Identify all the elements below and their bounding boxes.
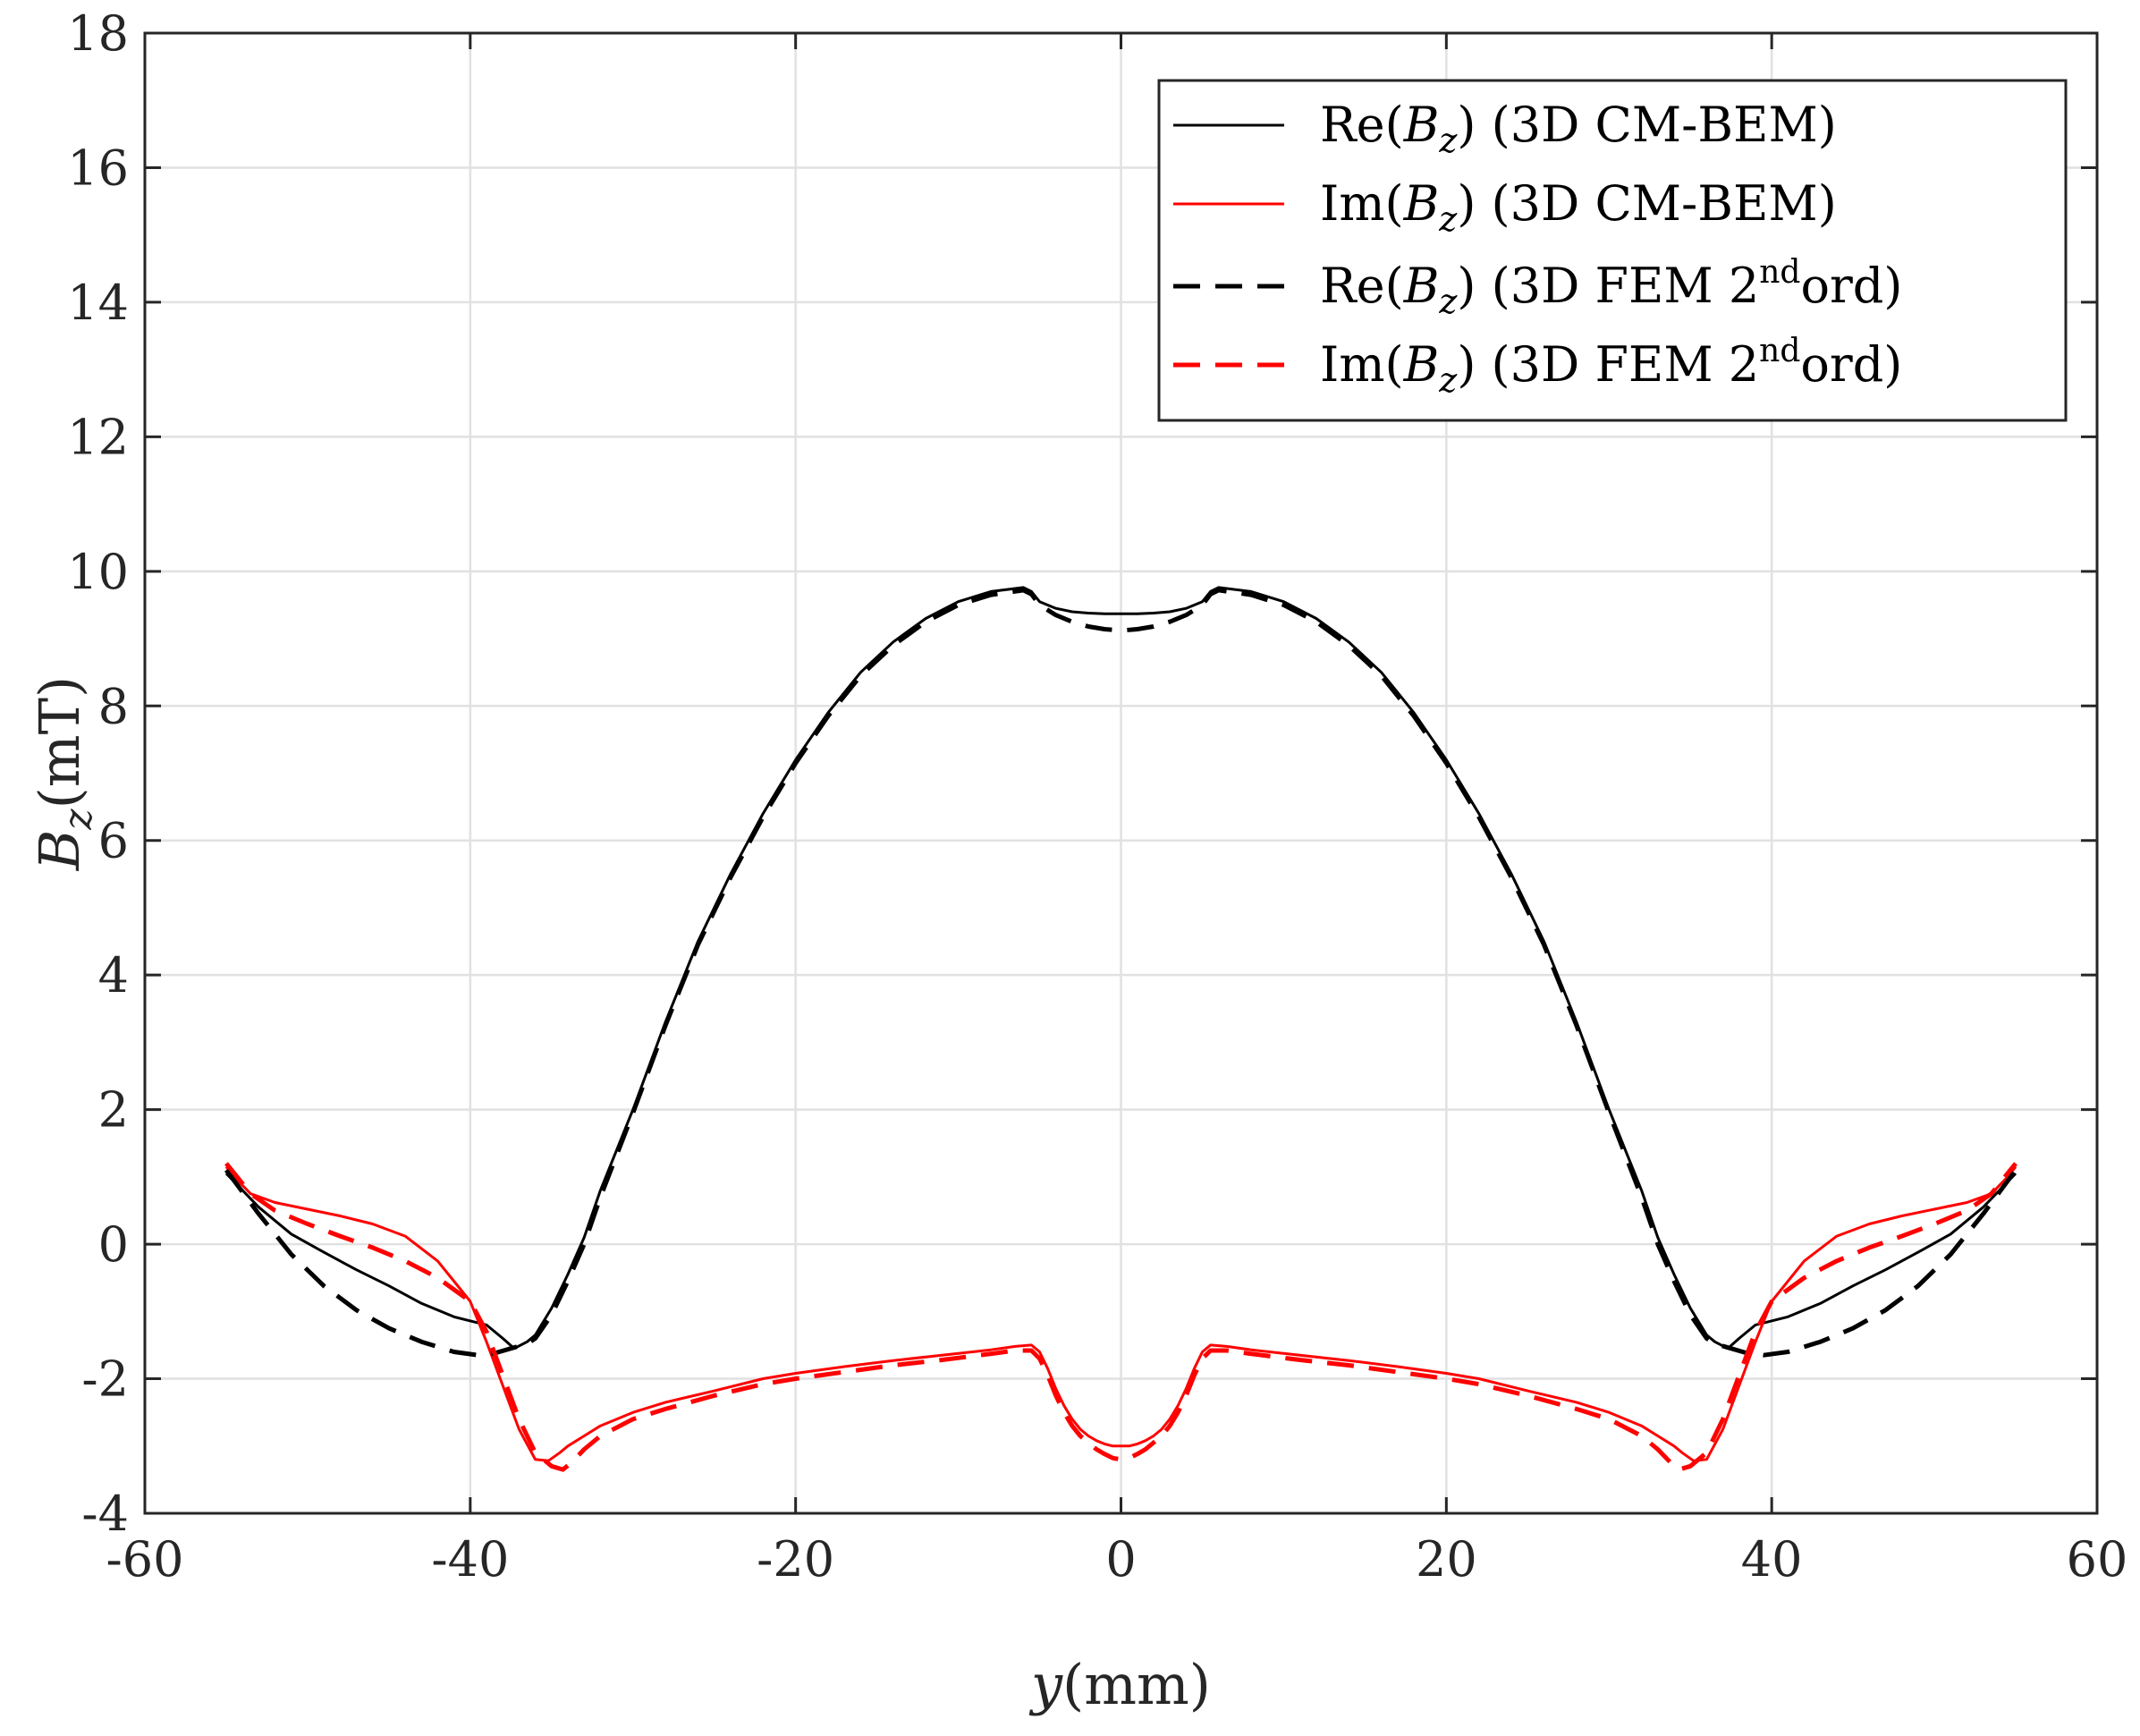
y-tick-label: -2 [81,1351,129,1408]
x-label-italic: y [1028,1652,1063,1717]
y-tick-label: -4 [81,1486,129,1542]
y-tick-label: 6 [98,813,129,869]
y-tick-label: 10 [67,544,129,600]
y-tick-label: 4 [98,947,129,1003]
legend-label-4: Im(Bz) (3D FEM 2ndord) [1320,333,1902,400]
legend: Re(Bz) (3D CM-BEM) Im(Bz) (3D CM-BEM) Re(B… [1157,79,2068,422]
x-tick-label: -40 [431,1531,509,1588]
y-tick-label: 16 [67,140,129,196]
x-tick-label: 60 [2067,1531,2128,1588]
x-axis-label: y(mm) [1028,1652,1211,1717]
y-tick-label: 12 [67,409,129,465]
legend-label-2: Im(Bz) (3D CM-BEM) [1320,175,1837,239]
legend-box [1157,79,2068,422]
y-tick-label: 18 [67,5,129,62]
y-label-subscript: z [55,809,101,831]
y-tick-label: 0 [98,1216,129,1273]
y-label-symbol: B [27,830,92,872]
x-tick-label: -20 [757,1531,834,1588]
x-tick-label: 40 [1741,1531,1803,1588]
y-axis-label: Bz(mT) [27,676,101,871]
series-line-2 [224,1165,2017,1462]
legend-label-1: Re(Bz) (3D CM-BEM) [1320,97,1837,160]
x-tick-label: 20 [1416,1531,1477,1588]
series-group [224,586,2018,1472]
legend-label-3: Re(Bz) (3D FEM 2ndord) [1320,254,1902,321]
series-line-4 [224,1162,2017,1472]
x-tick-label: 0 [1105,1531,1136,1588]
grid-lines [145,33,2097,1513]
y-tick-label: 14 [67,275,129,331]
x-label-unit: (mm) [1062,1652,1211,1717]
series-line-3 [224,588,2018,1358]
x-tick-label: -60 [106,1531,184,1588]
y-label-unit: (mT) [27,676,92,809]
y-tick-label: 2 [98,1082,129,1139]
y-tick-label: 8 [98,678,129,734]
